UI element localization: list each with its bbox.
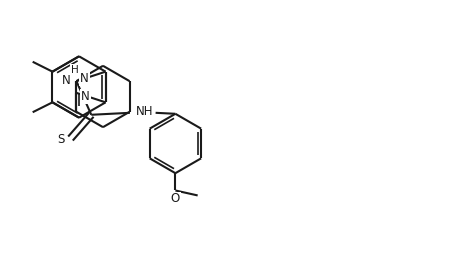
Text: NH: NH [136,105,153,118]
Text: O: O [170,192,179,206]
Text: N: N [81,90,89,103]
Text: N: N [62,74,71,87]
Text: N: N [80,72,88,85]
Text: H: H [71,65,78,75]
Text: S: S [57,133,64,146]
